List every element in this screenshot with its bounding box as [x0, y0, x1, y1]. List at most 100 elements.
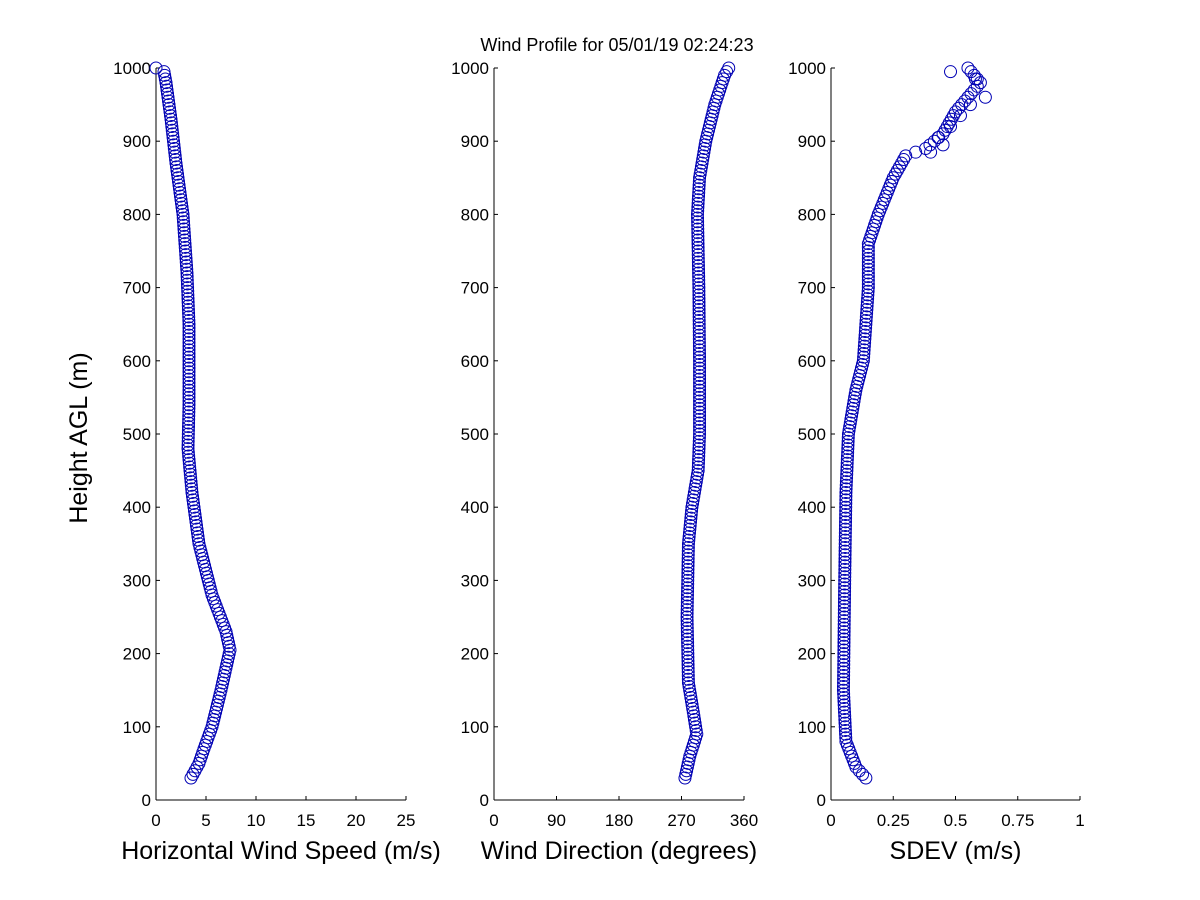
data-point	[687, 709, 701, 723]
data-point	[182, 412, 196, 426]
data-point	[177, 226, 191, 240]
data-point	[691, 464, 705, 478]
data-point	[861, 251, 875, 265]
data-point	[860, 299, 874, 313]
x-axis-label: Wind Direction (degrees)	[481, 837, 758, 865]
data-point	[691, 456, 705, 470]
y-tick-label: 800	[798, 205, 826, 224]
data-point	[865, 226, 879, 240]
data-point	[680, 595, 694, 609]
data-point	[182, 361, 196, 375]
data-point	[890, 163, 904, 177]
data-point	[857, 339, 871, 353]
data-point	[696, 153, 710, 166]
data-point	[164, 112, 178, 126]
data-point	[909, 145, 923, 159]
data-point	[859, 771, 873, 785]
data-point	[838, 720, 852, 734]
data-point	[686, 702, 700, 715]
data-point	[681, 555, 695, 569]
data-point	[168, 149, 182, 163]
x-tick-label: 270	[667, 811, 695, 830]
data-point	[899, 149, 913, 163]
data-point	[681, 548, 695, 562]
data-point	[693, 361, 707, 375]
data-point	[182, 339, 196, 353]
data-point	[841, 445, 855, 459]
data-point	[856, 354, 870, 368]
y-tick-label: 500	[123, 425, 151, 444]
data-point	[837, 669, 851, 683]
data-point	[837, 595, 851, 609]
data-point	[837, 636, 851, 650]
data-point	[166, 131, 180, 145]
data-point	[171, 171, 185, 185]
data-point	[683, 687, 697, 701]
data-point	[859, 317, 873, 331]
data-point	[692, 277, 706, 291]
data-point	[192, 533, 205, 547]
data-point	[181, 303, 195, 317]
x-tick-label: 0.5	[944, 811, 968, 830]
data-point	[838, 566, 852, 580]
y-tick-label: 100	[798, 718, 826, 737]
data-points-speed	[149, 61, 237, 785]
data-point	[692, 273, 706, 287]
data-point	[682, 533, 696, 547]
x-tick-label: 0.75	[1001, 811, 1034, 830]
data-point	[968, 72, 982, 86]
data-point	[187, 497, 200, 511]
data-point	[715, 76, 729, 90]
data-point	[693, 412, 707, 426]
data-point	[844, 412, 858, 426]
data-point	[680, 614, 694, 628]
data-point	[967, 83, 981, 97]
data-point	[837, 672, 851, 686]
data-point	[859, 321, 873, 335]
data-point	[685, 698, 699, 712]
data-point	[691, 196, 705, 210]
panel-direction: 0 100 200 300 400 500 600 700 800 900 1000 0 90 180 27…	[451, 59, 758, 865]
data-point	[178, 229, 191, 243]
data-point	[713, 83, 727, 97]
data-point	[681, 562, 695, 576]
data-point	[182, 372, 196, 386]
data-point	[681, 577, 695, 591]
data-point	[838, 537, 852, 551]
data-point	[681, 665, 695, 679]
data-point	[716, 72, 730, 86]
data-point	[690, 207, 704, 221]
data-point	[837, 632, 851, 646]
data-point	[681, 584, 695, 598]
data-point	[691, 229, 705, 243]
data-point	[839, 475, 853, 489]
data-point	[177, 222, 191, 236]
data-point	[693, 350, 707, 364]
data-point	[714, 79, 728, 93]
data-point	[720, 65, 734, 79]
data-point	[837, 676, 851, 690]
data-point	[697, 145, 711, 159]
data-point	[839, 497, 853, 511]
data-point	[838, 551, 852, 565]
data-point	[186, 767, 200, 781]
data-point	[840, 456, 854, 470]
data-point	[182, 368, 196, 382]
data-point	[680, 628, 694, 642]
data-point	[181, 284, 195, 298]
data-point	[193, 753, 207, 767]
data-point	[693, 368, 707, 382]
data-point	[682, 529, 696, 543]
data-point	[837, 614, 851, 628]
data-point	[860, 295, 874, 309]
data-point	[680, 599, 694, 613]
data-point	[857, 343, 871, 357]
data-point	[691, 237, 705, 251]
data-point	[691, 460, 705, 474]
y-tick-label: 300	[123, 571, 151, 590]
data-point	[180, 262, 194, 276]
data-point	[861, 288, 875, 302]
data-point	[180, 266, 194, 280]
data-point	[856, 767, 870, 781]
data-point	[681, 639, 695, 653]
